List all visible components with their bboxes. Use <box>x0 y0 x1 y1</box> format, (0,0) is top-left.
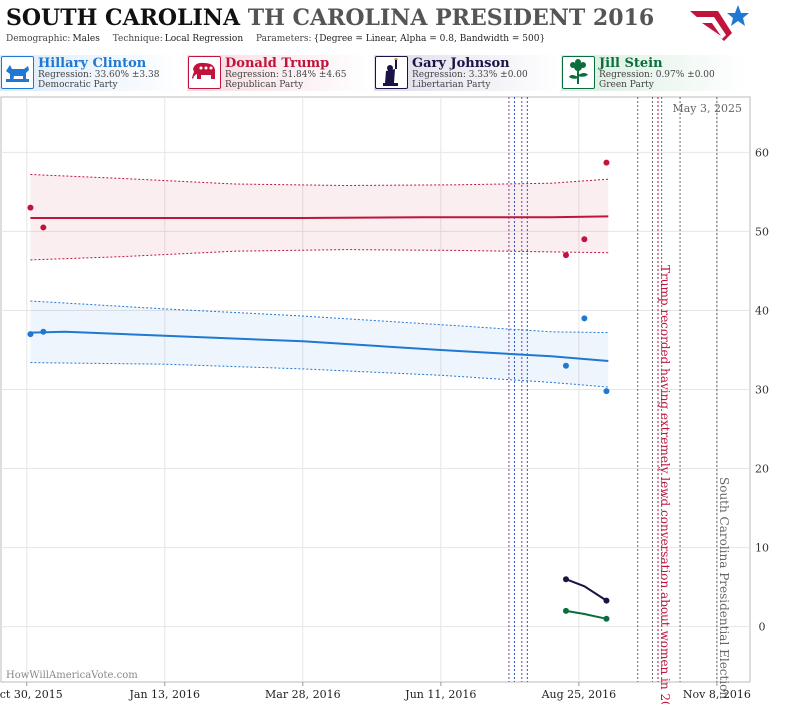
watermark: HowWillAmericaVote.com <box>6 670 138 681</box>
candidate-regression: Regression: 51.84% ±4.65 <box>225 70 347 80</box>
candidate-card-clinton[interactable]: Hillary Clinton Regression: 33.60% ±3.38… <box>0 55 185 91</box>
poll-points <box>27 159 610 622</box>
technique-value: Local Regression <box>164 34 244 44</box>
statue-of-liberty-icon <box>375 56 408 89</box>
data-point <box>40 328 47 335</box>
site-logo-icon <box>690 5 749 41</box>
candidate-regression: Regression: 3.33% ±0.00 <box>412 70 528 80</box>
header: SOUTH CAROLINA TH CAROLINA PRESIDENT 201… <box>0 0 789 52</box>
y-tick-label: 20 <box>755 463 769 476</box>
series-line <box>565 578 608 602</box>
x-tick-label: Mar 28, 2016 <box>265 688 341 701</box>
data-point <box>581 315 588 322</box>
band-upper-line <box>30 174 609 187</box>
candidate-name: Donald Trump <box>225 56 330 71</box>
data-point <box>562 362 569 369</box>
candidate-name: Jill Stein <box>599 56 663 71</box>
data-point <box>581 236 588 243</box>
x-tick-label: Aug 25, 2016 <box>541 688 617 701</box>
y-tick-label: 60 <box>755 146 769 159</box>
candidate-card-stein[interactable]: Jill Stein Regression: 0.97% ±0.00 Green… <box>561 55 746 91</box>
candidate-party: Libertarian Party <box>412 80 491 90</box>
technique-label: Technique: <box>112 34 163 44</box>
data-point <box>603 159 610 166</box>
x-tick-label: Jan 13, 2016 <box>129 688 201 701</box>
demographic-label: Demographic: <box>6 34 71 44</box>
x-ticks: Oct 30, 2015 Jan 13, 2016 Mar 28, 2016 Jun … <box>0 682 751 701</box>
candidate-name: Hillary Clinton <box>38 56 147 71</box>
x-tick-label: Oct 30, 2015 <box>0 688 63 701</box>
candidate-party: Green Party <box>599 80 654 90</box>
parameters-value: {Degree = Linear, Alpha = 0.8, Bandwidth… <box>313 34 546 44</box>
data-point <box>562 576 569 583</box>
confidence-band <box>30 300 609 388</box>
data-point <box>27 331 34 338</box>
x-tick-label: Jun 11, 2016 <box>404 688 476 701</box>
data-point <box>603 615 610 622</box>
parameters-line: Demographic: Males Technique: Local Regres… <box>6 34 545 44</box>
date-stamp: May 3, 2025 <box>672 102 742 115</box>
data-point <box>27 204 34 211</box>
candidate-party: Republican Party <box>225 80 304 90</box>
candidate-legend: Hillary Clinton Regression: 33.60% ±3.38… <box>0 55 789 93</box>
event-label: Trump recorded having extremely lewd con… <box>658 265 672 704</box>
series-line <box>565 609 607 620</box>
data-point <box>603 597 610 604</box>
band-upper-line <box>30 300 609 334</box>
candidate-name: Gary Johnson <box>412 56 510 71</box>
flower-icon <box>562 56 595 89</box>
y-tick-label: 0 <box>759 621 766 634</box>
trend-lines <box>30 215 609 620</box>
donkey-icon <box>1 56 34 89</box>
y-ticks: 0 10 20 30 40 50 60 <box>755 146 769 633</box>
band-lower-line <box>30 249 609 261</box>
candidate-regression: Regression: 0.97% ±0.00 <box>599 70 715 80</box>
title-rest: TH CAROLINA PRESIDENT 2016 <box>247 5 655 31</box>
page-title: SOUTH CAROLINA TH CAROLINA PRESIDENT 201… <box>6 5 654 31</box>
y-tick-label: 10 <box>755 542 769 555</box>
elephant-icon <box>188 56 221 89</box>
event-lines: Trump recorded having extremely lewd con… <box>508 97 731 704</box>
y-tick-label: 50 <box>755 225 769 238</box>
data-point <box>562 252 569 259</box>
data-point <box>562 607 569 614</box>
data-point <box>40 224 47 231</box>
candidate-party: Democratic Party <box>38 80 118 90</box>
demographic-value: Males <box>72 34 100 44</box>
band-lower-line <box>30 362 609 388</box>
data-point <box>603 388 610 395</box>
event-label: South Carolina Presidential Election <box>717 477 731 699</box>
candidate-card-trump[interactable]: Donald Trump Regression: 51.84% ±4.65 Re… <box>187 55 372 91</box>
candidate-card-johnson[interactable]: Gary Johnson Regression: 3.33% ±0.00 Lib… <box>374 55 559 91</box>
series-line <box>30 330 609 362</box>
y-tick-label: 30 <box>755 384 769 397</box>
y-tick-label: 40 <box>755 304 769 317</box>
series-line <box>30 215 609 219</box>
parameters-label: Parameters: <box>256 34 312 44</box>
candidate-regression: Regression: 33.60% ±3.38 <box>38 70 160 80</box>
x-tick-label: Nov 8, 2016 <box>683 688 751 701</box>
title-state: SOUTH CAROLINA <box>6 5 241 31</box>
